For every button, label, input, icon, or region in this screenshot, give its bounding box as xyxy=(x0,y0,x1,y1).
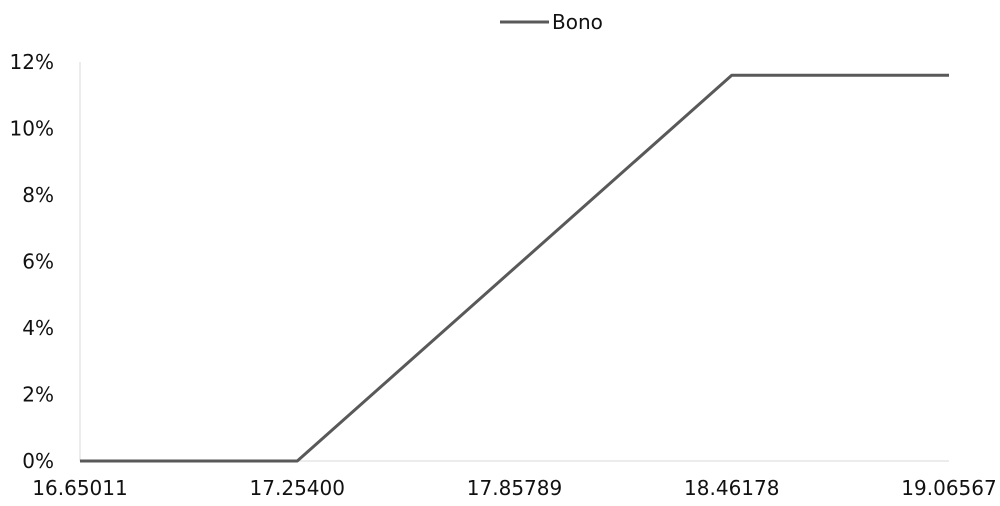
x-tick-label-3: 18.46178 xyxy=(684,476,779,500)
y-tick-label-6: 12% xyxy=(10,50,54,74)
y-axis-ticks: 0% 2% 4% 6% 8% 10% 12% xyxy=(10,50,54,473)
x-tick-label-1: 17.25400 xyxy=(250,476,345,500)
y-tick-label-0: 0% xyxy=(22,449,54,473)
series-layer xyxy=(80,73,949,463)
y-tick-label-2: 4% xyxy=(22,316,54,340)
y-tick-label-4: 8% xyxy=(22,183,54,207)
x-tick-label-4: 19.06567 xyxy=(901,476,996,500)
legend-label-bono: Bono xyxy=(552,10,603,34)
x-tick-label-2: 17.85789 xyxy=(467,476,562,500)
y-tick-label-3: 6% xyxy=(22,250,54,274)
x-axis-ticks: 16.65011 17.25400 17.85789 18.46178 19.06567 xyxy=(32,476,996,500)
legend: Bono xyxy=(500,10,603,34)
y-tick-label-1: 2% xyxy=(22,383,54,407)
series-line-0 xyxy=(80,73,949,463)
x-tick-label-0: 16.65011 xyxy=(32,476,127,500)
y-tick-label-5: 10% xyxy=(10,117,54,141)
